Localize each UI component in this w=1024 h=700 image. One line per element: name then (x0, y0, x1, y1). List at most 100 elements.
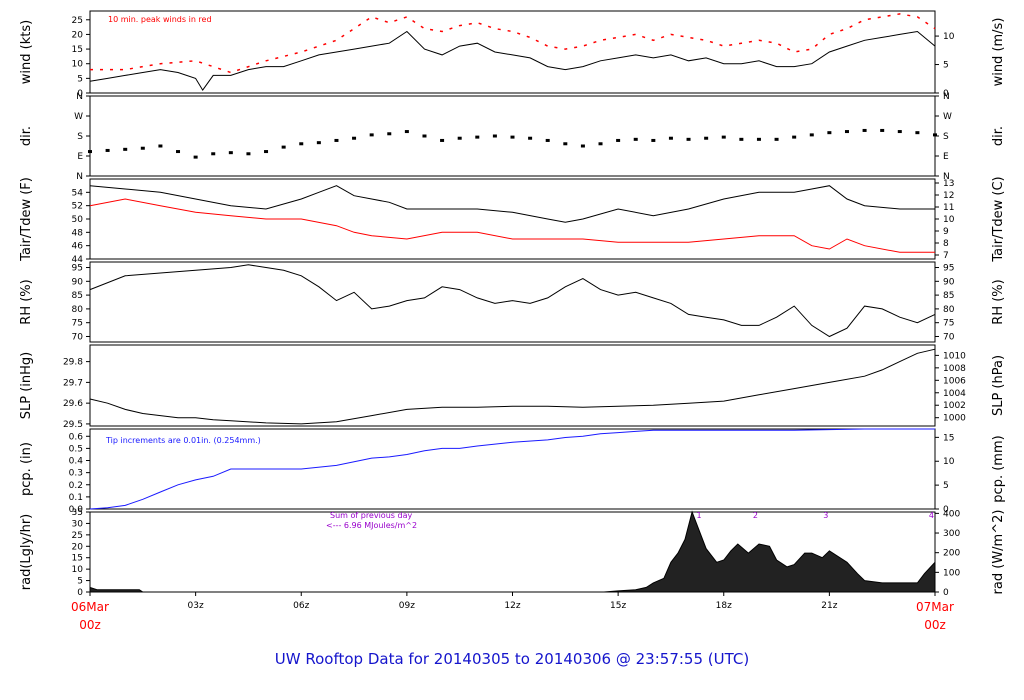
rh-right-tick-label: 75 (943, 319, 954, 329)
dir-right-tick-label: N (943, 92, 950, 102)
pcp-right-tick-label: 0 (943, 505, 949, 515)
rad-right-tick-label: 400 (943, 509, 960, 519)
pcp-left-tick-label: 0.5 (69, 444, 83, 454)
x-start-day: 06Mar (71, 600, 109, 614)
rad-left-axis-label: rad(Lgly/hr) (19, 514, 34, 590)
rad-peak-label: 3 (823, 511, 828, 520)
dir-point (933, 133, 937, 137)
temp-left-tick-label: 54 (72, 188, 84, 198)
dir-left-axis-label: dir. (19, 126, 34, 146)
pcp-left-tick-label: 0.6 (69, 432, 84, 442)
dir-point (440, 138, 445, 142)
dir-point (721, 135, 726, 139)
x-tick-label: 09z (399, 601, 415, 611)
dir-point (404, 130, 409, 134)
rh-right-tick-label: 80 (943, 305, 955, 315)
rad-peak-label: 1 (697, 511, 702, 520)
wind-series-wind-speed (89, 30, 936, 92)
temp-right-tick-label: 11 (943, 203, 954, 213)
wind-right-axis-label: wind (m/s) (991, 18, 1006, 87)
wind-series-10-min-peak-winds (90, 13, 936, 74)
slp-left-tick-label: 29.7 (63, 378, 83, 388)
rad-left-tick-label: 5 (77, 577, 83, 587)
dir-point (316, 141, 321, 145)
wind-left-axis-label: wind (kts) (19, 20, 34, 84)
dir-point (510, 135, 515, 139)
dir-point (792, 135, 797, 139)
x-tick-label: 15z (610, 601, 626, 611)
dir-point (844, 130, 849, 134)
rad-left-tick-label: 35 (72, 508, 83, 518)
slp-left-tick-label: 29.6 (63, 399, 83, 409)
slp-left-axis-label: SLP (inHg) (19, 352, 34, 420)
temp-right-tick-label: 13 (943, 179, 954, 189)
rh-left-tick-label: 70 (72, 332, 84, 342)
temp-right-tick-label: 12 (943, 191, 954, 201)
dir-point (668, 136, 673, 140)
rh-right-tick-label: 95 (943, 264, 954, 274)
temp-series-tdew (89, 198, 935, 253)
pcp-right-axis-label: pcp. (mm) (991, 435, 1006, 502)
dir-left-tick-label: S (77, 132, 83, 142)
x-start-hour: 00z (79, 618, 101, 632)
wind-right-tick-label: 0 (943, 89, 949, 99)
rad-right-tick-label: 0 (943, 588, 949, 598)
x-end-day: 07Mar (916, 600, 954, 614)
x-tick-label: 06z (293, 601, 309, 611)
wind-panel-frame (89, 10, 936, 94)
rh-left-axis-label: RH (%) (19, 279, 34, 324)
dir-point (228, 151, 233, 155)
dir-point (809, 133, 814, 137)
slp-right-tick-label: 1010 (943, 351, 966, 361)
temp-right-tick-label: 8 (943, 239, 949, 249)
pcp-left-tick-label: 0.2 (69, 481, 83, 491)
dir-point (281, 145, 286, 149)
dir-point (123, 147, 128, 151)
dir-point (563, 142, 568, 146)
rh-left-tick-label: 75 (72, 319, 83, 329)
dir-point (492, 134, 497, 138)
chart-title: UW Rooftop Data for 20140305 to 20140306… (274, 650, 750, 668)
slp-panel-frame (89, 344, 936, 427)
temp-left-tick-label: 48 (72, 228, 84, 238)
dir-point (704, 136, 709, 140)
dir-point (475, 135, 480, 139)
temp-right-tick-label: 9 (943, 227, 949, 237)
rh-left-tick-label: 85 (72, 291, 83, 301)
rad-right-tick-label: 100 (943, 568, 960, 578)
pcp-left-tick-label: 0.3 (69, 469, 83, 479)
wind-left-tick-label: 10 (72, 60, 84, 70)
rh-right-tick-label: 85 (943, 291, 954, 301)
slp-right-axis-label: SLP (hPa) (991, 355, 1006, 416)
pcp-right-tick-label: 5 (943, 481, 949, 491)
pcp-left-axis-label: pcp. (in) (19, 442, 34, 496)
rh-left-tick-label: 90 (72, 277, 84, 287)
dir-point (352, 136, 357, 140)
dir-point (176, 150, 181, 154)
x-tick-label: 18z (716, 601, 732, 611)
dir-right-tick-label: E (943, 152, 949, 162)
pcp-right-tick-label: 10 (943, 457, 955, 467)
dir-point (264, 150, 269, 154)
dir-point (369, 133, 374, 137)
rad-left-tick-label: 15 (72, 554, 83, 564)
dir-left-tick-label: E (77, 152, 83, 162)
rad-annotation-line2: <--- 6.96 MJoules/m^2 (326, 521, 417, 530)
slp-right-tick-label: 1002 (943, 401, 966, 411)
dir-point (299, 142, 304, 146)
dir-point (457, 136, 462, 140)
dir-point (686, 137, 691, 141)
temp-left-tick-label: 44 (72, 255, 84, 265)
wind-left-tick-label: 5 (77, 74, 83, 84)
slp-right-tick-label: 1008 (943, 364, 966, 374)
pcp-panel-frame (89, 428, 936, 510)
dir-right-tick-label: W (943, 112, 952, 122)
dir-point (158, 144, 163, 148)
wind-right-tick-label: 5 (943, 61, 949, 71)
dir-point (598, 142, 603, 146)
rh-right-axis-label: RH (%) (991, 279, 1006, 324)
temp-right-tick-label: 7 (943, 251, 949, 261)
dir-point (545, 138, 550, 142)
